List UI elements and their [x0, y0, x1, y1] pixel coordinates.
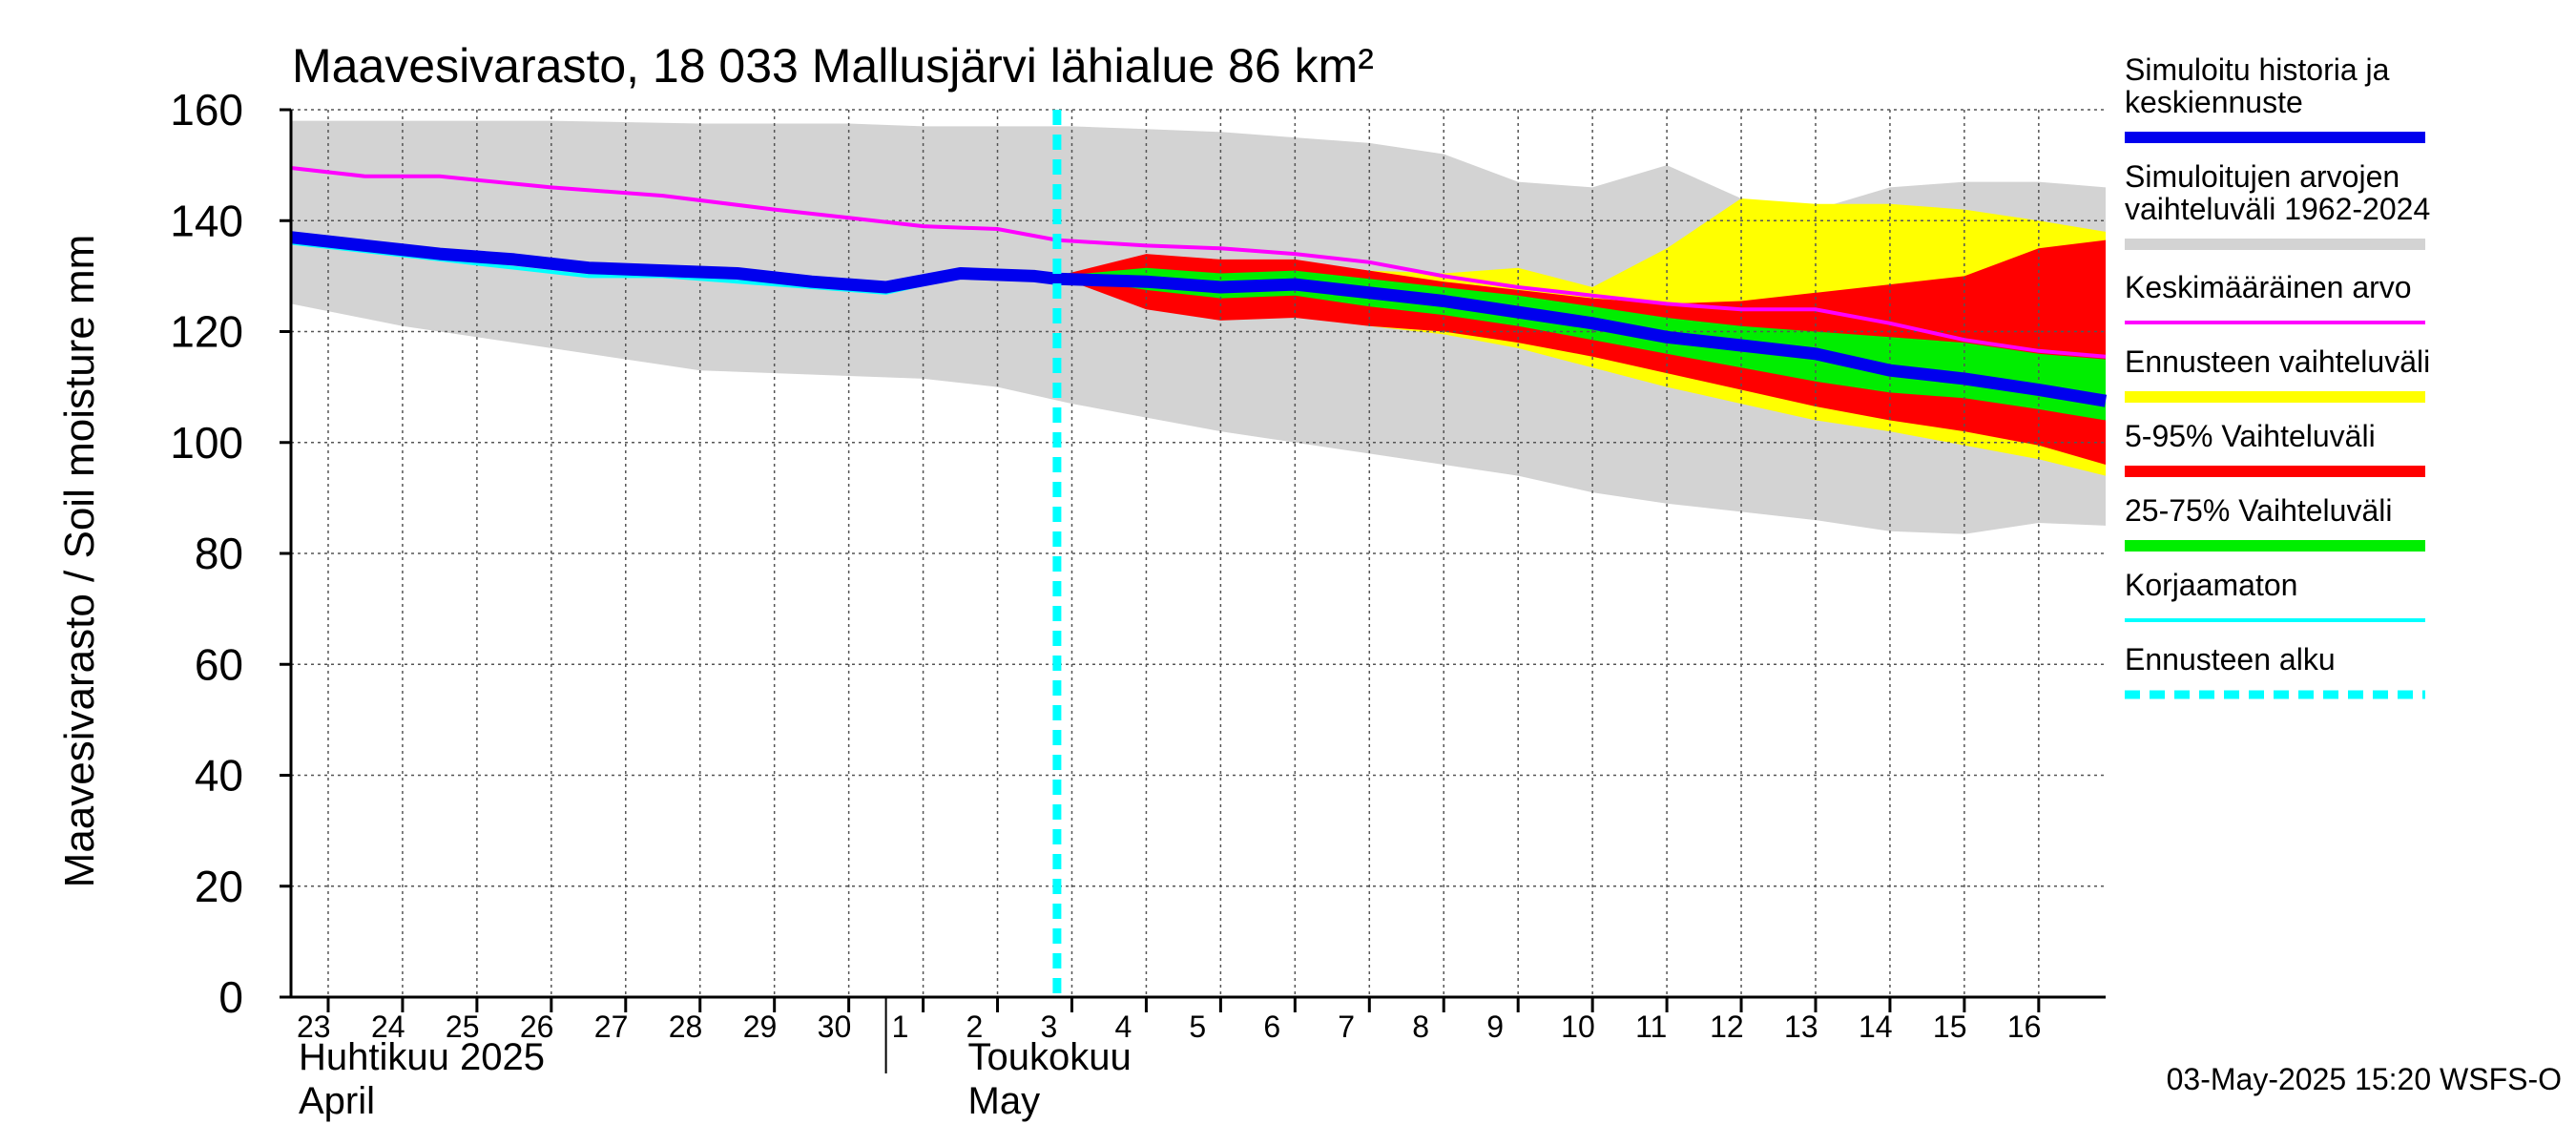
legend-label: vaihteluväli 1962-2024: [2125, 192, 2430, 226]
legend-label: Korjaamaton: [2125, 568, 2297, 602]
y-tick-label: 40: [195, 751, 243, 801]
legend-label: Simuloitujen arvojen: [2125, 159, 2399, 194]
x-tick-label: 3: [1041, 1010, 1058, 1044]
legend-label: keskiennuste: [2125, 85, 2303, 119]
historical-range-band: [291, 120, 2106, 534]
x-tick-label: 29: [743, 1010, 778, 1044]
average-line: [290, 166, 2107, 359]
month-label-english: April: [299, 1080, 375, 1122]
legend-label: Ennusteen vaihteluväli: [2125, 344, 2430, 379]
x-tick-label: 11: [1635, 1010, 1667, 1044]
x-tick-label: 13: [1784, 1010, 1818, 1044]
legend-label: Ennusteen alku: [2125, 642, 2336, 677]
x-tick-label: 12: [1710, 1010, 1744, 1044]
legend-label: 5-95% Vaihteluväli: [2125, 419, 2376, 453]
y-tick-label: 80: [195, 529, 243, 578]
x-tick-label: 28: [669, 1010, 703, 1044]
range-25-75-band: [1056, 267, 2106, 421]
x-tick-label: 8: [1412, 1010, 1429, 1044]
y-tick-label: 120: [170, 307, 243, 357]
y-tick-label: 20: [195, 862, 243, 911]
x-tick-label: 5: [1189, 1010, 1206, 1044]
x-tick-label: 6: [1263, 1010, 1280, 1044]
x-tick-label: 16: [2007, 1010, 2042, 1044]
timestamp-footer: 03-May-2025 15:20 WSFS-O: [2167, 1062, 2562, 1096]
x-tick-label: 24: [371, 1010, 405, 1044]
x-tick-label: 15: [1933, 1010, 1967, 1044]
x-tick-label: 9: [1486, 1010, 1504, 1044]
chart-title: Maavesivarasto, 18 033 Mallusjärvi lähia…: [292, 39, 1374, 93]
x-tick-label: 10: [1561, 1010, 1595, 1044]
x-tick-label: 4: [1114, 1010, 1132, 1044]
x-tick-label: 23: [297, 1010, 331, 1044]
legend-label: Keskimääräinen arvo: [2125, 270, 2412, 304]
legend-label: 25-75% Vaihteluväli: [2125, 493, 2392, 528]
month-label: Toukokuu: [968, 1036, 1132, 1078]
y-tick-label: 60: [195, 639, 243, 689]
y-tick-label: 0: [218, 972, 243, 1022]
x-tick-label: 26: [520, 1010, 554, 1044]
y-tick-label: 140: [170, 196, 243, 245]
grid-layer: [291, 109, 2106, 997]
x-tick-label: 30: [818, 1010, 852, 1044]
month-label-english: May: [968, 1080, 1041, 1122]
x-tick-label: 25: [446, 1010, 480, 1044]
y-axis-label: Maavesivarasto / Soil moisture mm: [56, 235, 103, 888]
x-tick-label: 1: [892, 1010, 909, 1044]
areas-layer: [291, 120, 2106, 534]
simulated-line: [290, 231, 2108, 407]
legend-label: Simuloitu historia ja: [2125, 52, 2390, 87]
y-tick-label: 160: [170, 85, 243, 135]
lines-layer: [290, 110, 2108, 997]
x-tick-label: 2: [966, 1010, 984, 1044]
month-label: Huhtikuu 2025: [299, 1036, 545, 1078]
x-tick-label: 7: [1338, 1010, 1355, 1044]
x-tick-label: 27: [594, 1010, 629, 1044]
x-tick-label: 14: [1859, 1010, 1893, 1044]
y-tick-label: 100: [170, 418, 243, 468]
